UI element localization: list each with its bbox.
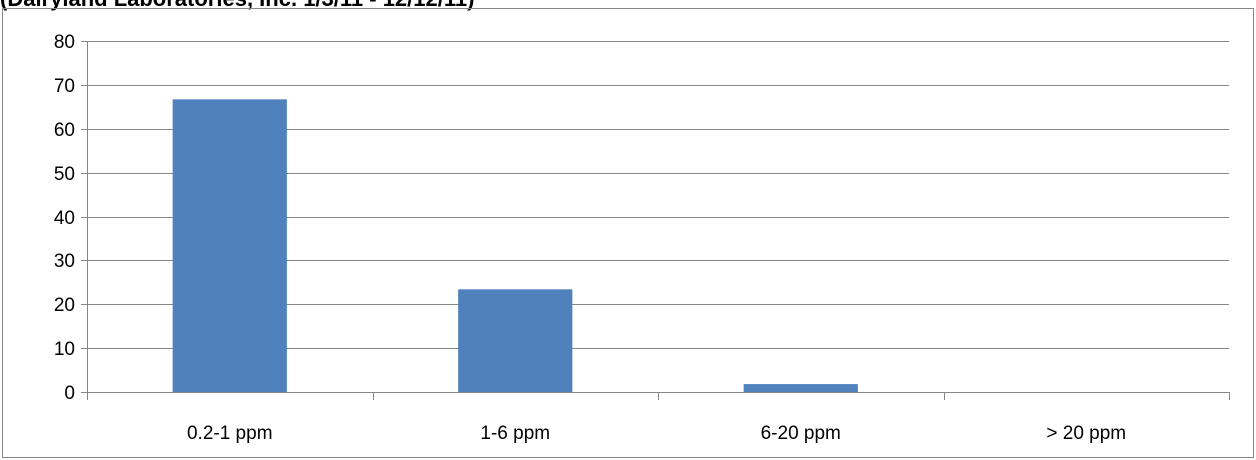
tick-labels: 0 10 20 30 40 50 60 70 80 0.2-1 ppm 1-6 ppm 6-20 pp… bbox=[54, 32, 1126, 444]
y-tick-label: 40 bbox=[54, 208, 75, 229]
x-category-label: > 20 ppm bbox=[1046, 423, 1126, 444]
axes bbox=[87, 41, 1230, 400]
y-tick-label: 50 bbox=[54, 164, 75, 185]
chart-title: (Dairyland Laboratories, Inc. 1/3/11 - 1… bbox=[0, 0, 474, 12]
y-tick-label: 20 bbox=[54, 295, 75, 316]
y-tick-label: 30 bbox=[54, 251, 75, 272]
y-tick-label: 70 bbox=[54, 76, 75, 97]
bars bbox=[172, 99, 858, 392]
x-category-label: 6-20 ppm bbox=[761, 423, 841, 444]
chart-border bbox=[2, 8, 1254, 458]
bar-1 bbox=[172, 99, 287, 392]
x-category-label: 1-6 ppm bbox=[480, 423, 550, 444]
y-tick-label: 80 bbox=[54, 32, 75, 53]
bar-2 bbox=[458, 289, 573, 392]
y-tick-label: 60 bbox=[54, 120, 75, 141]
y-tick-label: 0 bbox=[64, 383, 75, 404]
bar-3 bbox=[743, 384, 858, 392]
x-category-label: 0.2-1 ppm bbox=[187, 423, 273, 444]
y-tick-label: 10 bbox=[54, 339, 75, 360]
